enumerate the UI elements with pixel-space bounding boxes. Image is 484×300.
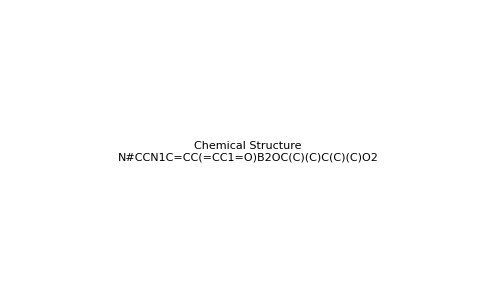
Text: Chemical Structure
N#CCN1C=CC(=CC1=O)B2OC(C)(C)C(C)(C)O2: Chemical Structure N#CCN1C=CC(=CC1=O)B2O…: [118, 141, 378, 162]
